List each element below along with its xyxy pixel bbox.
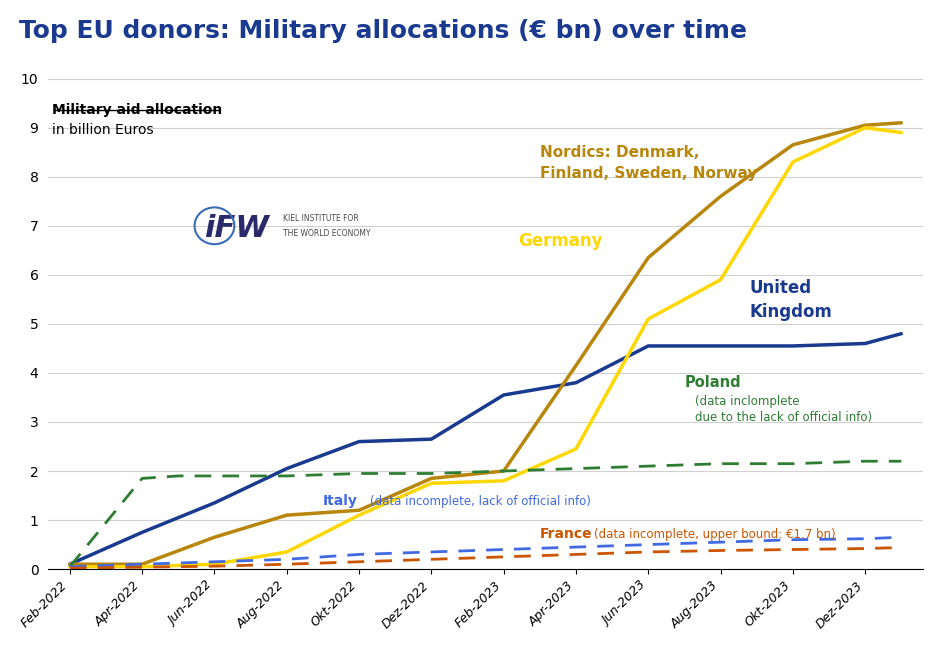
Text: Military aid allocation: Military aid allocation [52,103,222,117]
Text: THE WORLD ECONOMY: THE WORLD ECONOMY [283,229,371,238]
Text: due to the lack of official info): due to the lack of official info) [695,412,872,424]
Text: (data incomplete, lack of official info): (data incomplete, lack of official info) [370,495,591,508]
Text: France: France [539,527,593,541]
Text: (data inclomplete: (data inclomplete [695,395,800,408]
Text: in billion Euros: in billion Euros [52,123,154,137]
Text: (data incomplete, upper bound: €1.7 bn): (data incomplete, upper bound: €1.7 bn) [594,528,836,541]
Text: Nordics: Denmark,: Nordics: Denmark, [539,145,699,160]
Text: Finland, Sweden, Norway: Finland, Sweden, Norway [539,165,757,181]
Text: Poland: Poland [685,375,741,390]
Text: iFW: iFW [204,214,268,243]
Text: KIEL INSTITUTE FOR: KIEL INSTITUTE FOR [283,214,359,223]
Text: Italy: Italy [323,494,357,508]
Text: United: United [749,279,811,297]
Text: Kingdom: Kingdom [749,304,832,322]
Text: Germany: Germany [518,233,602,250]
Text: Top EU donors: Military allocations (€ bn) over time: Top EU donors: Military allocations (€ b… [19,19,747,43]
